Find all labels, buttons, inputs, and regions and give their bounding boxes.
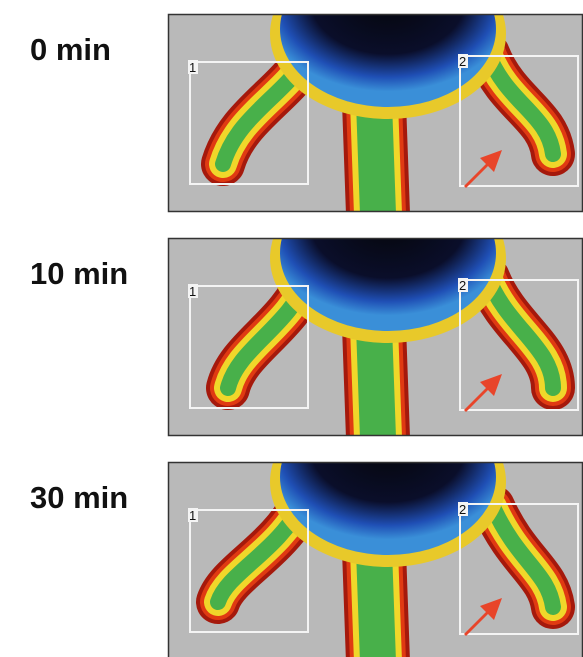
- heatmap: [168, 0, 583, 214]
- time-label: 0 min: [30, 32, 111, 67]
- time-label: 10 min: [30, 256, 128, 291]
- roi-label: 1: [189, 284, 196, 299]
- figure: 0 min1210 min1230 min12: [0, 0, 583, 657]
- heatmap: [168, 173, 583, 438]
- time-label: 30 min: [30, 480, 128, 515]
- roi-label: 2: [459, 278, 466, 293]
- roi-label: 1: [189, 508, 196, 523]
- roi-label: 2: [459, 54, 466, 69]
- roi-label: 2: [459, 502, 466, 517]
- roi-label: 1: [189, 60, 196, 75]
